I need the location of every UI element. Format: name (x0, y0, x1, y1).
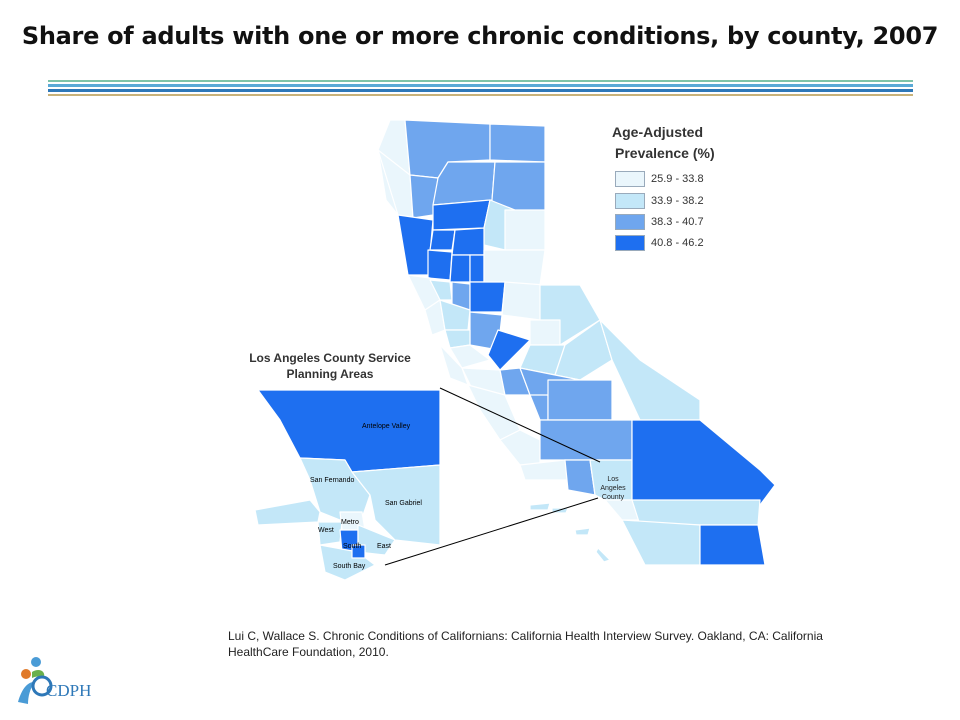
legend-title-line2: Prevalence (%) (615, 145, 715, 161)
la-inset-title-line1: Los Angeles County Service (249, 351, 411, 365)
county-san-diego (621, 519, 701, 566)
county-nevada-placer (483, 249, 546, 286)
la-inset-labels: Antelope Valley San Fernando San Gabriel… (310, 423, 422, 570)
area-west (317, 521, 343, 546)
legend-item: 25.9 - 33.8 (615, 171, 735, 187)
legend-item: 40.8 - 46.2 (615, 235, 735, 251)
county-tuolumne (529, 319, 561, 346)
cdph-logo: CDPH (18, 657, 91, 704)
county-el-dorado (501, 281, 546, 321)
channel-island (574, 527, 591, 536)
la-inset-map (254, 389, 441, 581)
county-butte (451, 227, 485, 256)
label-antelope-valley: Antelope Valley (362, 423, 411, 430)
county-kings (529, 394, 549, 421)
legend-label: 33.9 - 38.2 (651, 195, 704, 207)
county-alameda (449, 344, 491, 369)
citation-text: Lui C, Wallace S. Chronic Conditions of … (228, 629, 823, 659)
slide-title: Share of adults with one or more chronic… (21, 22, 939, 50)
label-south-bay: South Bay (333, 563, 366, 570)
county-sutter (469, 254, 485, 283)
channel-island (595, 547, 611, 563)
county-sierra (504, 209, 546, 251)
county-kern (539, 419, 633, 461)
svg-text:Los: Los (607, 476, 619, 483)
area-west-coast-strip (254, 499, 321, 526)
label-san-fernando: San Fernando (310, 477, 354, 484)
label-south: South (343, 543, 361, 550)
county-modoc (489, 123, 546, 163)
la-county-marker: Los Angeles County (600, 476, 626, 501)
county-san-bernardino (631, 419, 776, 506)
channel-island (551, 507, 569, 514)
callout-line-bottom (384, 497, 599, 566)
svg-text:County: County (602, 494, 625, 501)
area-antelope-valley (257, 389, 441, 473)
county-tulare (547, 379, 613, 421)
county-riverside (631, 499, 761, 526)
legend-title-line1: Age-Adjusted (612, 124, 703, 140)
legend-swatch (615, 214, 645, 230)
county-madera (554, 319, 613, 381)
label-metro: Metro (341, 519, 359, 526)
area-small (351, 544, 366, 559)
legend-label: 25.9 - 33.8 (651, 173, 704, 185)
county-tehama (432, 199, 491, 231)
legend-label: 38.3 - 40.7 (651, 216, 704, 228)
svg-text:Angeles: Angeles (600, 485, 626, 492)
legend-swatch (615, 171, 645, 187)
county-inyo (599, 319, 701, 421)
label-san-gabriel: San Gabriel (385, 500, 422, 507)
legend-item: 33.9 - 38.2 (615, 193, 735, 209)
county-lake (427, 249, 453, 281)
legend-label: 40.8 - 46.2 (651, 237, 704, 249)
legend-swatch (615, 193, 645, 209)
area-east (357, 524, 396, 556)
header-rules (48, 80, 913, 100)
callout-line-top (439, 387, 601, 463)
legend-swatch (615, 235, 645, 251)
county-colusa (449, 254, 471, 283)
label-east: East (377, 543, 391, 550)
county-imperial (699, 524, 766, 566)
label-west: West (318, 527, 334, 534)
channel-island (529, 502, 551, 511)
la-inset-title: Los Angeles County Service Planning Area… (240, 350, 420, 382)
county-glenn (429, 229, 456, 251)
legend-item: 38.3 - 40.7 (615, 214, 735, 230)
logo-text: CDPH (46, 681, 91, 700)
county-sacramento (469, 281, 506, 313)
la-inset-title-line2: Planning Areas (286, 367, 374, 381)
